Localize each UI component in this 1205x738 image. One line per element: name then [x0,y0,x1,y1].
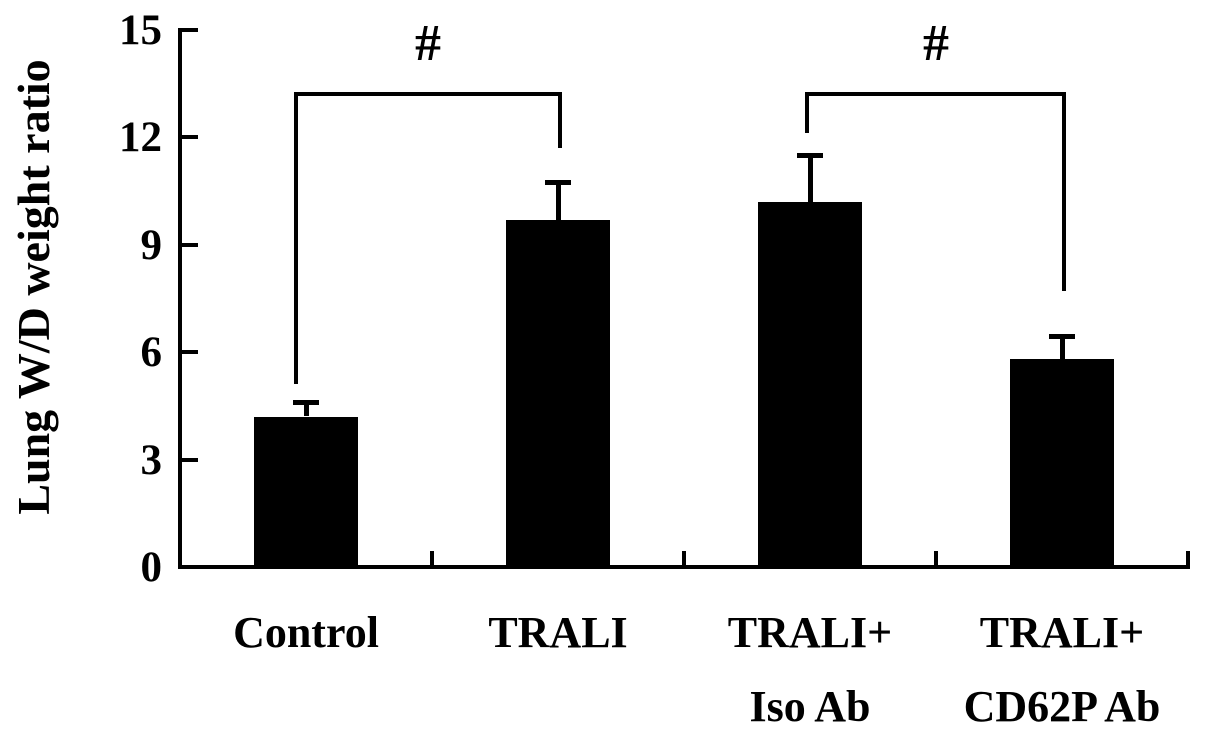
sig-label-1: # [415,15,441,72]
y-tick-label-0: 0 [140,544,163,591]
x-tick-3 [934,551,938,567]
sig-label-2: # [923,15,949,72]
sig-bracket-1-left-leg [294,94,298,384]
y-axis-line [178,28,182,569]
error-bar-cap-control [293,400,319,405]
error-bar-stem-trali-iso-ab [808,155,813,202]
x-category-label-trali-iso-ab-line1: TRALI+ [727,608,893,657]
bar-control [254,417,358,569]
y-tick-3 [180,458,198,462]
error-bar-cap-trali [545,180,571,185]
y-tick-label-9: 9 [140,222,163,269]
x-tick-1 [430,551,434,567]
y-tick-6 [180,350,198,354]
sig-bracket-1-right-leg [558,94,562,148]
error-bar-stem-control [304,402,309,416]
y-tick-9 [180,243,198,247]
sig-bracket-2-right-leg [1062,94,1066,291]
bar-trali-cd62p-ab [1010,359,1114,569]
bar-trali [506,220,610,569]
x-category-label-trali-cd62p-ab-line2: CD62P Ab [963,682,1161,731]
x-axis-line [178,565,1190,569]
error-bar-cap-trali-iso-ab [797,153,823,158]
y-tick-12 [180,135,198,139]
x-category-label-trali-cd62p-ab-line1: TRALI+ [979,608,1145,657]
x-tick-end [1186,551,1190,567]
error-bar-cap-trali-cd62p-ab [1049,334,1075,339]
bar-trali-iso-ab [758,202,862,569]
y-tick-label-15: 15 [119,7,162,54]
y-axis-title: Lung W/D weight ratio [8,59,59,515]
y-tick-label-3: 3 [140,437,163,484]
y-tick-0 [180,565,198,569]
error-bar-stem-trali-cd62p-ab [1060,336,1065,359]
error-bar-stem-trali [556,182,561,220]
y-tick-15 [180,28,198,32]
sig-bracket-1-bar [294,92,562,96]
sig-bracket-2-left-leg [805,94,809,133]
sig-bracket-2-bar [805,92,1066,96]
x-category-label-trali-iso-ab-line2: Iso Ab [749,682,871,731]
x-category-label-trali: TRALI [488,608,628,657]
y-tick-label-12: 12 [119,114,162,161]
y-tick-label-6: 6 [140,329,163,376]
x-tick-2 [682,551,686,567]
x-category-label-control: Control [233,608,379,657]
